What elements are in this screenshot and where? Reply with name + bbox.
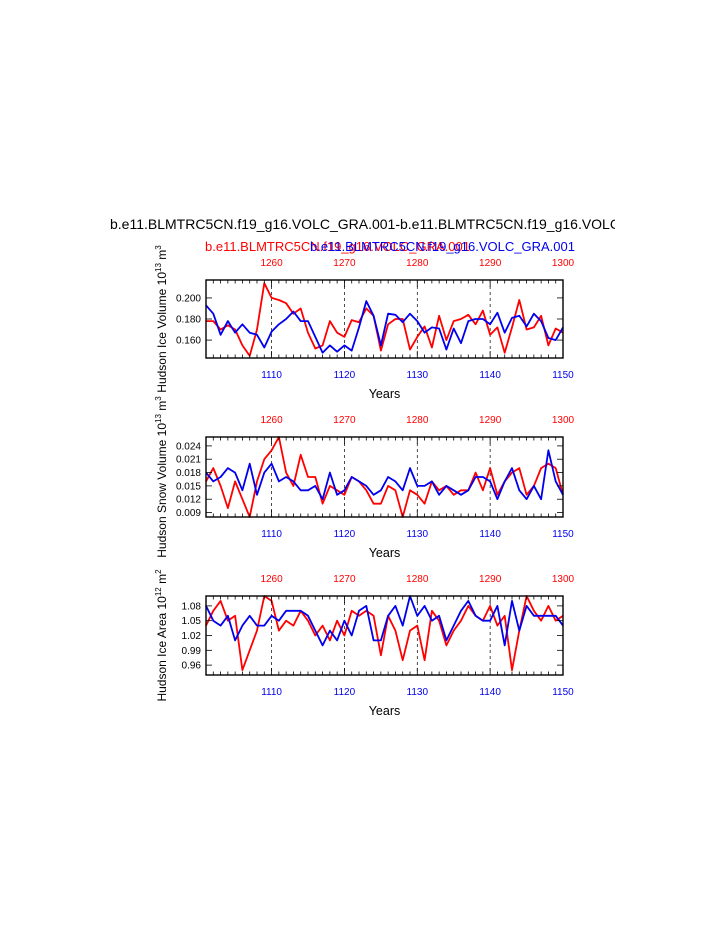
x-tick-label: 1130 [407,687,429,698]
x-top-tick-label: 1300 [552,258,575,269]
x-tick-label: 1120 [334,529,356,540]
x-tick-label: 1150 [552,370,574,381]
series-line-blue [205,449,564,501]
x-top-tick-label: 1280 [406,574,429,585]
y-tick-label: 1.02 [182,631,202,642]
x-axis-label: Years [369,704,401,718]
series-line-blue [205,300,564,354]
x-tick-label: 1140 [479,529,501,540]
x-tick-label: 1150 [552,687,574,698]
x-tick-label: 1140 [479,370,501,381]
y-tick-label: 1.08 [182,601,202,612]
series-line-red [206,282,564,357]
subtitle-blue: b.e11.BLMTRC5CN.f19_g16.VOLC_GRA.001 [310,239,575,254]
y-tick-label: 0.160 [176,336,201,347]
y-axis-label: Hudson Ice Area 1012 m2 [154,569,169,702]
x-top-tick-label: 1260 [260,415,283,426]
x-top-tick-label: 1280 [406,258,429,269]
x-tick-label: 1130 [407,370,429,381]
y-tick-label: 0.99 [182,646,202,657]
y-axis-label: Hudson Ice Volume 1013 m3 [154,245,169,393]
y-tick-label: 0.180 [176,315,201,326]
x-tick-label: 1140 [479,687,501,698]
chart-title: b.e11.BLMTRC5CN.f19_g16.VOLC_GRA.001-b.e… [110,216,615,232]
x-top-tick-label: 1280 [406,415,429,426]
x-tick-label: 1110 [261,370,282,381]
x-tick-label: 1110 [261,687,282,698]
x-top-tick-label: 1290 [479,574,502,585]
x-top-tick-label: 1260 [260,574,283,585]
subtitle-red: b.e11.BLMTRC5CN.f19_g16.VOLC_GRA.001 [205,239,470,254]
x-top-tick-label: 1300 [552,415,575,426]
y-tick-label: 0.012 [176,495,201,506]
x-axis-label: Years [369,387,401,401]
x-tick-label: 1120 [334,370,356,381]
x-tick-label: 1110 [261,529,282,540]
x-axis-label: Years [369,546,401,560]
series-line-blue [205,595,564,647]
y-tick-label: 0.96 [182,661,202,672]
x-top-tick-label: 1270 [333,258,356,269]
x-top-tick-label: 1260 [260,258,283,269]
y-tick-label: 0.024 [176,441,201,452]
y-tick-label: 0.018 [176,468,201,479]
x-tick-label: 1150 [552,529,574,540]
series-line-red [205,436,564,518]
y-tick-label: 1.05 [182,616,202,627]
x-tick-label: 1130 [407,529,429,540]
y-tick-label: 0.009 [176,508,201,519]
x-top-tick-label: 1270 [333,415,356,426]
plot-frame [205,436,564,518]
y-tick-label: 0.015 [176,481,201,492]
x-top-tick-label: 1300 [552,574,575,585]
y-tick-label: 0.200 [176,293,201,304]
x-top-tick-label: 1270 [333,574,356,585]
x-top-tick-label: 1290 [479,415,502,426]
x-top-tick-label: 1290 [479,258,502,269]
y-axis-label: Hudson Snow Volume 1013 m3 [154,396,169,558]
x-tick-label: 1120 [334,687,356,698]
y-tick-label: 0.021 [176,455,201,466]
series-line-red [205,595,564,671]
